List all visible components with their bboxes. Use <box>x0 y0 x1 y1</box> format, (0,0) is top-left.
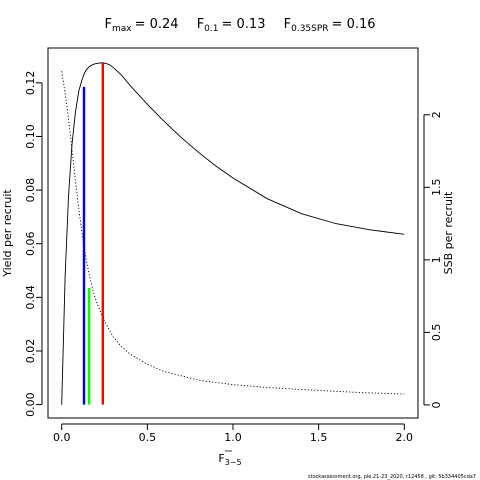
y-right-tick-label: 1 <box>430 256 443 263</box>
y-right-tick-label: 2 <box>430 111 443 118</box>
fspr-label: F <box>284 17 291 32</box>
y-left-tick-label: 0.02 <box>24 339 37 364</box>
yield-per-recruit-line <box>61 62 405 405</box>
y-left-tick-label: 0.00 <box>24 392 37 417</box>
y-left-tick-label: 0.08 <box>24 178 37 203</box>
fspr-sub: 0.35SPR <box>291 24 328 34</box>
y-left-tick-label: 0.10 <box>24 124 37 149</box>
y-left-tick-label: 0.12 <box>24 71 37 96</box>
fmax-value: = 0.24 <box>135 17 179 32</box>
axes-layer: 0.0 0.5 1.0 1.5 2.0 0.00 0.02 0.04 0.06 0.08 0.10 0… <box>24 71 443 444</box>
series-layer <box>61 62 405 405</box>
x-tick-label: 1.5 <box>310 431 328 444</box>
y-right-tick-label: 0.5 <box>430 324 443 342</box>
fmax-sub: max <box>112 24 132 34</box>
chart-title: Fmax = 0.24 F0.1 = 0.13 F0.35SPR = 0.16 <box>104 17 375 34</box>
x-axis-label: F3−5 <box>218 452 241 467</box>
fspr-value: = 0.16 <box>332 17 376 32</box>
ssb-per-recruit-line <box>61 71 405 395</box>
fmax-label: F <box>104 17 111 32</box>
footer-note: stockassessment.org, ple.21-23_2020, r12… <box>308 474 476 480</box>
x-tick-label: 0.0 <box>53 431 71 444</box>
y-right-tick-label: 1.5 <box>430 179 443 197</box>
f01-label: F <box>197 17 204 32</box>
reference-lines-layer <box>82 62 105 405</box>
y-right-tick-label: 0 <box>430 401 443 408</box>
x-tick-label: 0.5 <box>139 431 157 444</box>
x-axis-label-sub: 3−5 <box>225 458 242 467</box>
f01-sub: 0.1 <box>204 24 218 34</box>
f01-value: = 0.13 <box>222 17 266 32</box>
y-left-tick-label: 0.06 <box>24 231 37 256</box>
y-left-tick-label: 0.04 <box>24 285 37 310</box>
x-axis-label-main: F <box>218 452 224 465</box>
y-left-axis-label: Yield per recruit <box>1 189 14 278</box>
y-right-axis-label: SSB per recruit <box>442 191 455 274</box>
x-tick-label: 2.0 <box>396 431 414 444</box>
plot-frame <box>47 47 419 419</box>
x-tick-label: 1.0 <box>224 431 242 444</box>
